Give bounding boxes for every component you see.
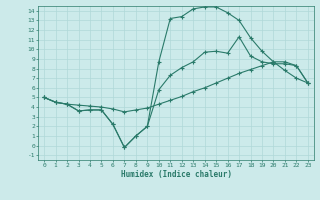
X-axis label: Humidex (Indice chaleur): Humidex (Indice chaleur) bbox=[121, 170, 231, 179]
